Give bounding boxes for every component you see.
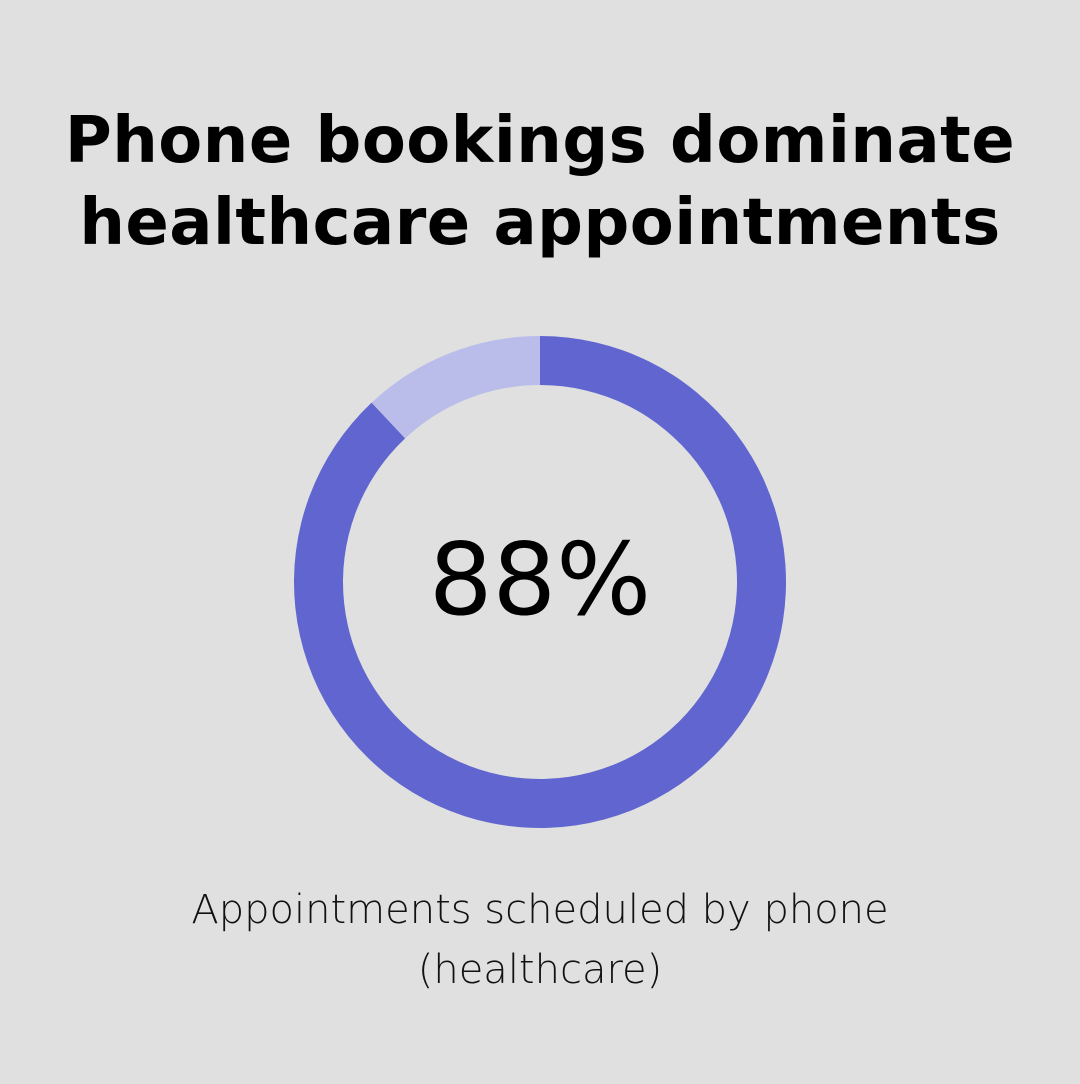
chart-caption: Appointments scheduled by phone (healthc… (0, 880, 1080, 1000)
caption-line-1: Appointments scheduled by phone (191, 887, 889, 933)
title-line-2: healthcare appointments (79, 186, 1001, 260)
caption-line-2: (healthcare) (417, 947, 663, 993)
slice-other (371, 336, 540, 439)
chart-title: Phone bookings dominate healthcare appoi… (0, 100, 1080, 264)
title-line-1: Phone bookings dominate (64, 104, 1016, 178)
center-value: 88% (428, 521, 652, 638)
